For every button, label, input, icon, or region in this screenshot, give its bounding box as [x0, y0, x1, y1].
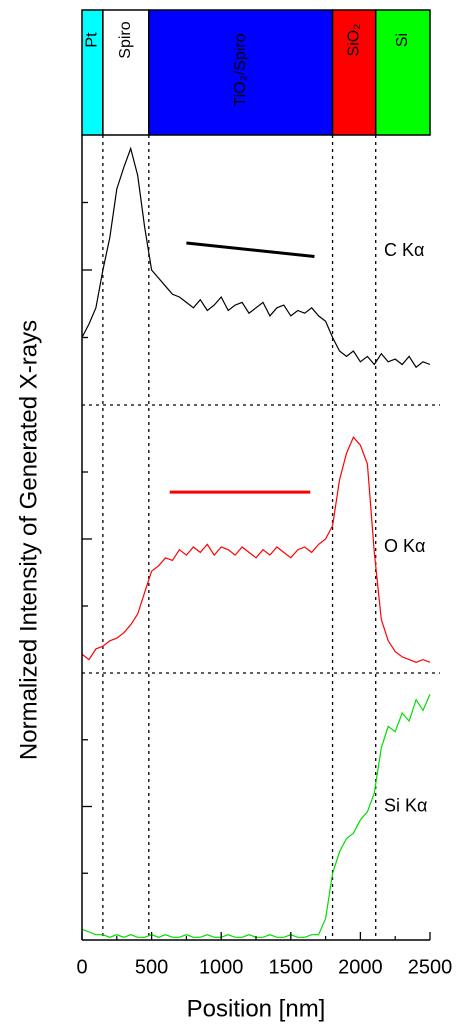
x-tick-label: 500: [135, 956, 168, 978]
layer-label: SiO₂: [345, 24, 362, 57]
layer: [331, 9, 377, 136]
x-tick-label: 2500: [408, 956, 453, 978]
layer-label: Si: [394, 33, 411, 47]
x-tick-label: 2000: [338, 956, 383, 978]
x-tick-label: 0: [76, 956, 87, 978]
series-line: [81, 436, 431, 663]
x-axis-label: Position [nm]: [187, 995, 326, 1022]
series-line: [81, 694, 431, 938]
layer-label: TiO₂/Spiro: [232, 33, 249, 106]
layer-label: Spiro: [117, 21, 134, 58]
layer: [81, 9, 104, 136]
layer-label: Pt: [84, 32, 101, 48]
layer: [148, 9, 334, 136]
x-tick-label: 1000: [199, 956, 244, 978]
guide-line: [186, 241, 315, 258]
series-label: C Kα: [384, 240, 424, 260]
x-tick-label: 1500: [269, 956, 314, 978]
series-line: [81, 146, 431, 369]
series-label: Si Kα: [384, 795, 427, 815]
y-axis-label: Normalized Intensity of Generated X-rays: [15, 320, 42, 760]
layer: [374, 9, 431, 136]
series-label: O Kα: [384, 536, 425, 556]
layer: [102, 9, 150, 136]
